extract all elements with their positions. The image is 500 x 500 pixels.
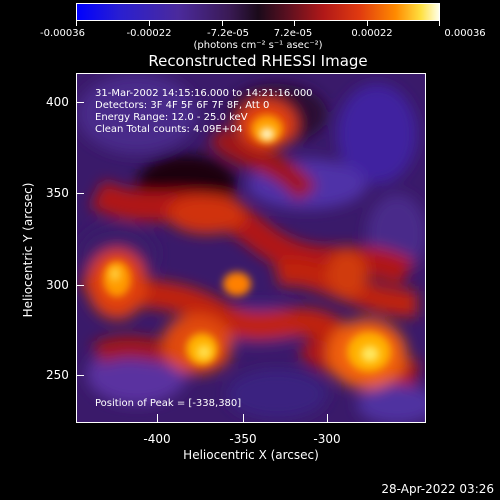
colorbar-tick — [439, 21, 440, 26]
colorbar-tick-label: 0.00022 — [351, 28, 393, 39]
colorbar-units: (photons cm⁻² s⁻¹ asec⁻²) — [193, 40, 323, 51]
annotation-peak-position: Position of Peak = [-338,380] — [95, 398, 242, 409]
solar-image — [77, 74, 425, 422]
x-tick-label: -300 — [313, 432, 341, 446]
annotation-time-range: 31-Mar-2002 14:15:16.000 to 14:21:16.000 — [95, 88, 313, 99]
x-axis-tick — [243, 414, 244, 422]
timestamp: 28-Apr-2022 03:26 — [381, 482, 494, 496]
y-tick-label: 300 — [46, 278, 69, 292]
colorbar-tick-label: 0.00036 — [444, 28, 486, 39]
x-axis-label: Heliocentric X (arcsec) — [183, 448, 319, 462]
annotation-energy: Energy Range: 12.0 - 25.0 keV — [95, 112, 248, 123]
x-tick-label: -350 — [229, 432, 257, 446]
x-axis-tick — [157, 414, 158, 422]
y-axis-tick — [76, 193, 84, 194]
y-axis-tick — [76, 102, 84, 103]
colorbar-tick — [222, 21, 223, 26]
annotation-detectors: Detectors: 3F 4F 5F 6F 7F 8F, Att 0 — [95, 100, 270, 111]
colorbar-tick-label: 7.2e-05 — [273, 28, 313, 39]
colorbar-tick-label: -0.00036 — [40, 28, 85, 39]
colorbar-tick — [149, 21, 150, 26]
image-title: Reconstructed RHESSI Image — [148, 52, 368, 70]
y-axis-tick — [76, 285, 84, 286]
annotation-method: Clean Total counts: 4.09E+04 — [95, 124, 243, 135]
y-tick-label: 250 — [46, 368, 69, 382]
y-axis-tick — [76, 375, 84, 376]
colorbar-tick-label: -0.00022 — [126, 28, 172, 39]
y-tick-label: 400 — [46, 95, 69, 109]
colorbar — [76, 3, 440, 21]
y-axis-label: Heliocentric Y (arcsec) — [21, 182, 35, 318]
x-axis-tick — [327, 414, 328, 422]
colorbar-tick — [367, 21, 368, 26]
image-plot: 31-Mar-2002 14:15:16.000 to 14:21:16.000… — [76, 73, 426, 423]
colorbar-tick — [76, 21, 77, 26]
colorbar-tick-label: -7.2e-05 — [207, 28, 249, 39]
colorbar-tick — [294, 21, 295, 26]
x-tick-label: -400 — [143, 432, 171, 446]
y-tick-label: 350 — [46, 186, 69, 200]
